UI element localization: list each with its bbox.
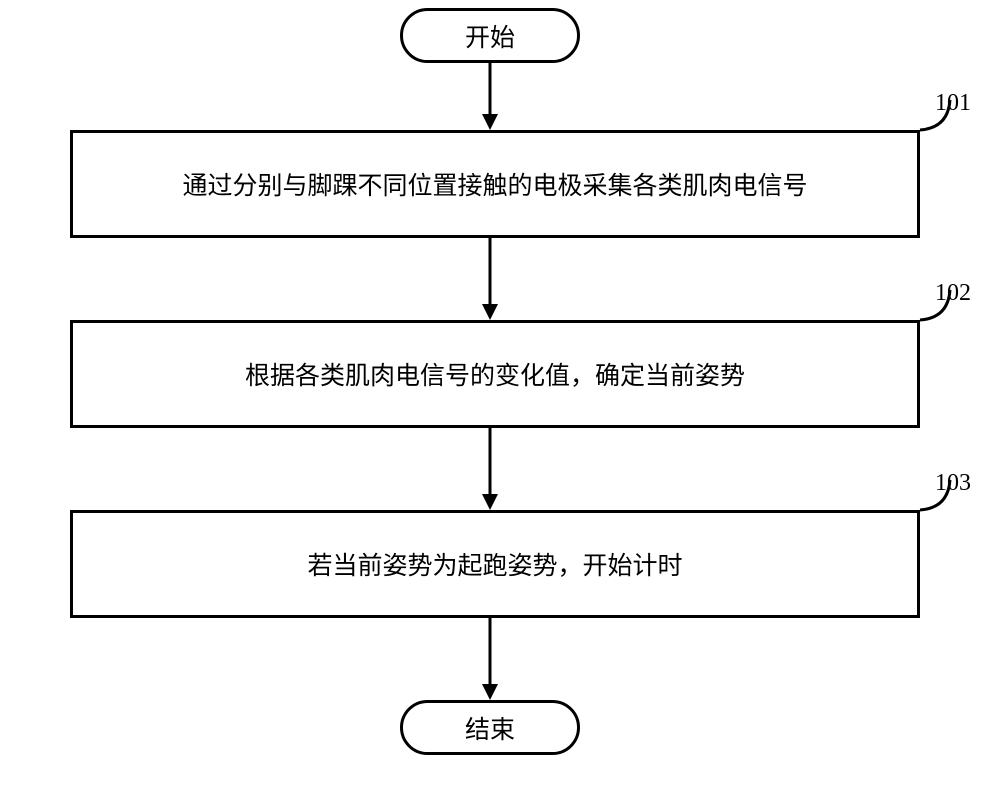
- flowchart-container: 开始 通过分别与脚踝不同位置接触的电极采集各类肌肉电信号 101 根据各类肌肉电…: [0, 0, 1000, 789]
- end-label: 结束: [465, 710, 515, 746]
- arrow-step3-end: [0, 0, 1000, 789]
- end-node: 结束: [400, 700, 580, 755]
